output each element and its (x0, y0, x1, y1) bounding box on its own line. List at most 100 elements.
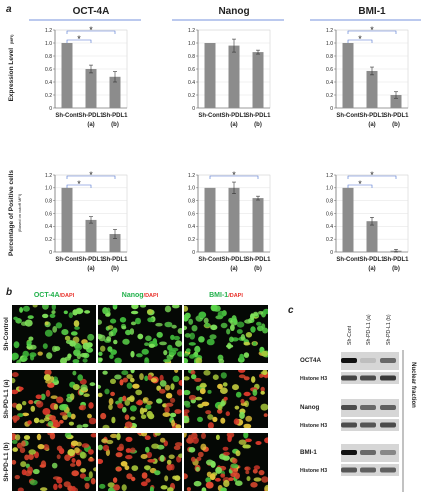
blot-band (380, 422, 396, 428)
y-tick-label: 0.4 (45, 224, 52, 230)
significance-star: * (358, 34, 362, 44)
bar (366, 70, 378, 108)
blot-band (341, 422, 357, 428)
blot-band (341, 405, 357, 410)
y-tick-label: 0.4 (188, 80, 195, 86)
bar (85, 219, 97, 252)
ylabel-positive-sub: (Based on cutoff MFI) (17, 193, 22, 232)
x-subcategory-label: (a) (230, 122, 237, 128)
chart-positive-nanog: 00.20.40.60.81.01.2Sh-Cont Sh-PDL1(a)Sh-P… (188, 170, 271, 272)
blot-loading-label: Histone H3 (300, 423, 327, 429)
y-tick-label: 1.0 (326, 41, 333, 47)
panel-c-letter: c (288, 305, 294, 316)
bar (109, 76, 121, 108)
micrograph-row-label: Sh-PD-L1 (a) (3, 380, 10, 419)
y-tick-label: 0.4 (188, 224, 195, 230)
x-subcategory-label: (a) (368, 266, 375, 272)
micrograph-header-oct-4a: OCT-4A/DAPI (34, 292, 75, 299)
micrograph-image (184, 433, 268, 491)
y-tick-label: 0.8 (45, 54, 52, 60)
x-category-label: Sh-Cont (198, 113, 221, 119)
chart-expression-oct-4a: 00.20.40.60.81.01.2Sh-Cont Sh-PDL1(a)Sh-P… (45, 25, 128, 128)
x-category-label: Sh-PDL1 (383, 113, 409, 119)
x-category-label: Sh-Cont (198, 257, 221, 263)
y-tick-label: 0.2 (326, 237, 333, 243)
y-tick-label: 0.2 (45, 237, 52, 243)
bar (85, 69, 97, 108)
x-category-label: Sh-PDL1 (78, 257, 104, 263)
x-category-label: Sh-PDL1 (245, 113, 271, 119)
x-category-label: Sh-PDL1 (383, 257, 409, 263)
x-category-label: Sh-PDL1 (78, 113, 104, 119)
y-tick-label: 0.6 (326, 211, 333, 217)
y-tick-label: 0.8 (188, 198, 195, 204)
bar (61, 43, 73, 108)
panel-b-micrographs: OCT-4A/DAPI Nanog/DAPI BMI-1/DAPI Sh-Contro… (3, 292, 268, 491)
blot-band (360, 422, 376, 428)
header-nanog: Nanog (218, 6, 249, 17)
y-tick-label: 1.2 (45, 28, 52, 34)
bar (204, 43, 216, 108)
blot-band (380, 375, 396, 381)
significance-star: * (77, 179, 81, 189)
significance-star: * (89, 170, 93, 180)
significance-bracket (209, 175, 259, 179)
y-tick-label: 1.2 (326, 28, 333, 34)
significance-star: * (89, 25, 93, 35)
bar (342, 187, 354, 252)
x-category-label: Sh-Cont (336, 257, 359, 263)
significance-bracket (66, 30, 116, 34)
bar (109, 234, 121, 252)
significance-bracket (347, 184, 373, 188)
y-tick-label: 0.2 (326, 93, 333, 99)
blot-membrane (341, 352, 399, 370)
blot-band (341, 375, 357, 381)
bar (390, 95, 402, 108)
y-tick-label: 0.4 (326, 80, 333, 86)
blot-band (341, 358, 357, 363)
significance-star: * (370, 25, 374, 35)
blot-band (360, 467, 376, 473)
blot-loading-label: Histone H3 (300, 376, 327, 382)
bar (252, 52, 264, 108)
significance-star: * (370, 170, 374, 180)
blot-loading-label: Histone H3 (300, 468, 327, 474)
y-tick-label: 1.2 (188, 173, 195, 179)
micrograph-image (98, 370, 182, 428)
nuclear-fraction-label: Nuclear fraction (410, 362, 416, 408)
chart-expression-nanog: 00.20.40.60.81.01.2Sh-Cont Sh-PDL1(a)Sh-P… (188, 28, 271, 128)
micrograph-row-label: Sh-PD-L1 (b) (3, 442, 10, 481)
y-tick-label: 0.6 (188, 211, 195, 217)
y-tick-label: 1.0 (188, 41, 195, 47)
blot-band (360, 358, 376, 363)
x-subcategory-label: (b) (254, 122, 262, 128)
x-category-label: Sh-Cont (55, 257, 78, 263)
y-tick-label: 0.6 (188, 67, 195, 73)
panel-a-charts: 00.20.40.60.81.01.2Sh-Cont Sh-PDL1(a)Sh-P… (45, 25, 409, 272)
y-tick-label: 1.2 (326, 173, 333, 179)
blot-band (360, 375, 376, 381)
panel-b-letter: b (6, 287, 12, 298)
y-tick-label: 0.4 (326, 224, 333, 230)
bar (204, 187, 216, 252)
micrograph-image (98, 433, 182, 491)
blot-band (380, 405, 396, 410)
blot-target-label: Nanog (300, 404, 319, 411)
blot-band (341, 450, 357, 455)
x-subcategory-label: (b) (392, 266, 400, 272)
x-category-label: Sh-PDL1 (221, 113, 247, 119)
ylabel-positive: Percentage of Positive cells (8, 170, 15, 256)
lane-label: Sh-Cont (347, 325, 353, 345)
y-tick-label: 0.6 (45, 67, 52, 73)
micrograph-row-label: Sh-Control (3, 317, 10, 351)
blot-target-label: BMI-1 (300, 449, 317, 456)
micrograph-image (184, 370, 268, 428)
blot-band (380, 467, 396, 473)
y-tick-label: 0.2 (45, 93, 52, 99)
x-category-label: Sh-PDL1 (245, 257, 271, 263)
blot-band (360, 450, 376, 455)
x-subcategory-label: (b) (111, 266, 119, 272)
significance-star: * (232, 170, 236, 180)
x-subcategory-label: (a) (368, 122, 375, 128)
